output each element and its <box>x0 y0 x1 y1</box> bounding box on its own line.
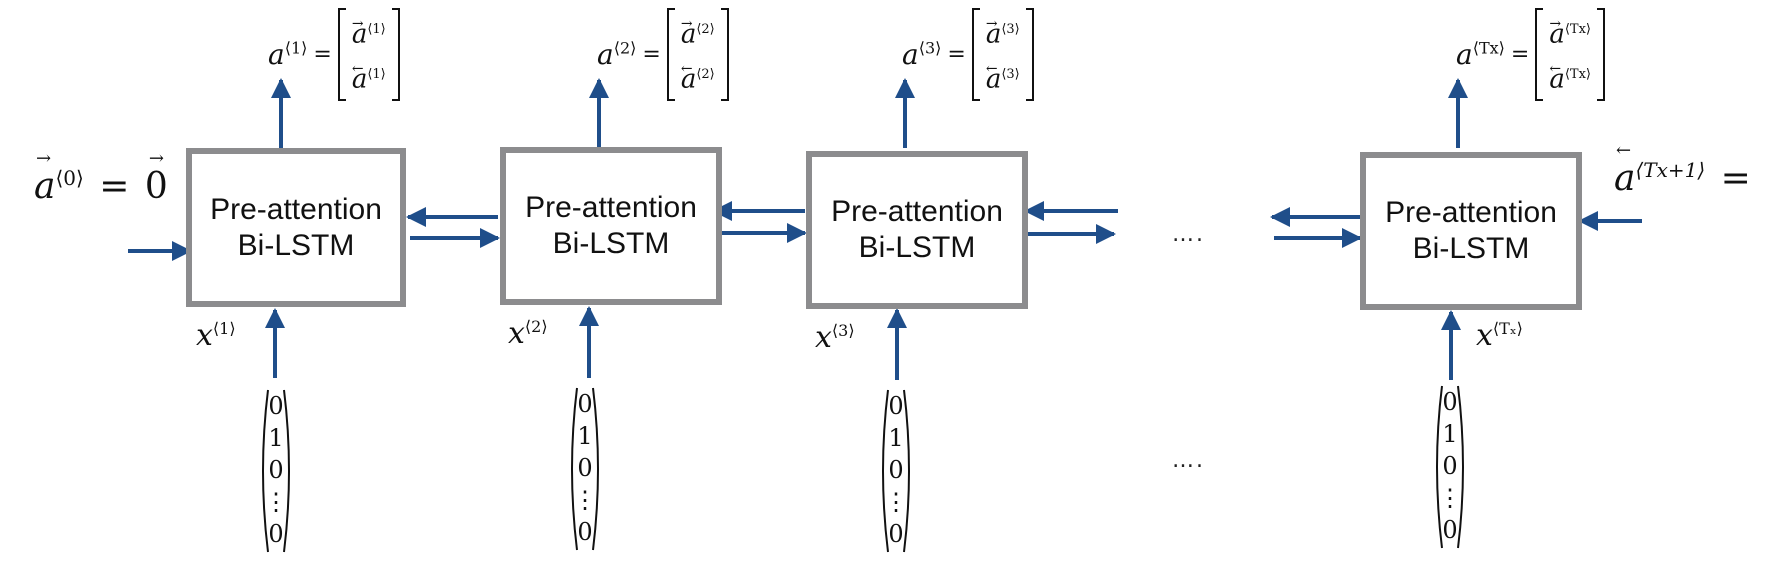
block-label-line2: Bi-LSTM <box>1412 232 1530 265</box>
one-hot-vector-3: 0 1 0 ⋮ 0 <box>878 386 914 553</box>
block-label-line1: Pre-attention <box>831 195 1003 228</box>
block-label-line2: Bi-LSTM <box>237 228 355 262</box>
input-label-tx: x⟨Tₓ⟩ <box>1476 318 1523 353</box>
block-label-line1: Pre-attention <box>1385 196 1557 229</box>
bi-lstm-block-2: Pre-attention Bi-LSTM <box>500 147 722 305</box>
input-label-1: x⟨1⟩ <box>196 318 236 353</box>
block-label-line1: Pre-attention <box>525 191 697 224</box>
input-label-3: x⟨3⟩ <box>815 320 855 355</box>
activation-matrix: → a⟨1⟩ ← a⟨1⟩ <box>337 8 400 102</box>
initial-state-label: → a⟨0⟩ = → 0 <box>34 148 168 207</box>
bi-lstm-block-3: Pre-attention Bi-LSTM <box>806 151 1028 309</box>
one-hot-vector-1: 0 1 0 ⋮ 0 <box>258 386 294 553</box>
one-hot-vector-2: 0 1 0 ⋮ 0 <box>567 384 603 551</box>
activation-matrix: → a⟨2⟩ ← a⟨2⟩ <box>666 8 729 102</box>
activation-matrix: → a⟨3⟩ ← a⟨3⟩ <box>971 8 1034 102</box>
bi-lstm-block-1: Pre-attention Bi-LSTM <box>186 148 406 307</box>
activation-1: a⟨1⟩ = → a⟨1⟩ ← a⟨1⟩ <box>268 8 400 102</box>
activation-matrix: → a⟨Tx⟩ ← a⟨Tx⟩ <box>1535 8 1605 102</box>
activation-3: a⟨3⟩ = → a⟨3⟩ ← a⟨3⟩ <box>902 8 1034 102</box>
block-label-line2: Bi-LSTM <box>552 227 670 260</box>
one-hot-vector-tx: 0 1 0 ⋮ 0 <box>1432 382 1468 549</box>
ellipsis-top: …. <box>1172 222 1205 247</box>
input-label-2: x⟨2⟩ <box>508 316 548 351</box>
bi-lstm-block-tx: Pre-attention Bi-LSTM <box>1360 152 1582 310</box>
ellipsis-bottom: …. <box>1172 448 1205 473</box>
block-label-line1: Pre-attention <box>210 192 382 226</box>
block-label-line2: Bi-LSTM <box>858 231 976 264</box>
activation-2: a⟨2⟩ = → a⟨2⟩ ← a⟨2⟩ <box>597 8 729 102</box>
activation-tx: a⟨Tx⟩ = → a⟨Tx⟩ ← a⟨Tx⟩ <box>1456 8 1605 102</box>
final-state-label: ←a⟨Tx+1⟩ = →0 <box>1614 140 1768 199</box>
